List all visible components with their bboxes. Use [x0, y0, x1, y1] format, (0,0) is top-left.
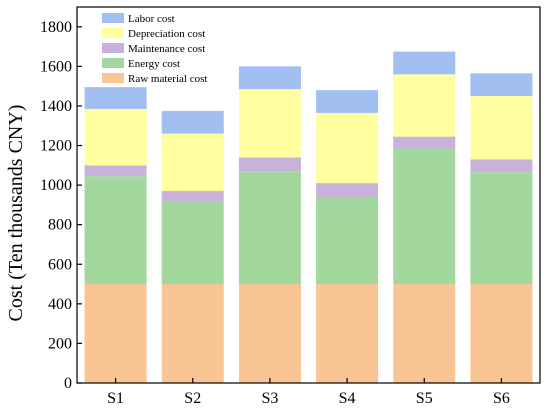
y-tick-label: 0 [64, 375, 72, 392]
bar-segment-s4-energy-cost [316, 196, 379, 285]
x-tick-label: S3 [261, 390, 278, 407]
legend-label: Energy cost [128, 58, 180, 70]
y-tick-label: 800 [48, 217, 72, 234]
y-tick-label: 200 [48, 335, 72, 352]
bar-segment-s5-depreciation-cost [393, 74, 456, 137]
bar-segment-s1-labor-cost [84, 87, 147, 109]
x-tick-label: S1 [107, 390, 124, 407]
y-tick-label: 1600 [40, 58, 72, 75]
legend-swatch-depreciation-cost [102, 28, 124, 38]
legend: Labor cost Depreciation cost Maintenance c… [102, 13, 207, 85]
y-tick-label: 1400 [40, 98, 72, 115]
bar-segment-s6-depreciation-cost [470, 96, 533, 160]
y-tick-label: 1000 [40, 177, 72, 194]
bar-segment-s6-raw-material-cost [470, 284, 533, 383]
bar-segment-s6-labor-cost [470, 73, 533, 97]
bar-segment-s2-maintenance-cost [161, 191, 224, 202]
x-tick-label: S5 [416, 390, 433, 407]
y-tick-label: 400 [48, 296, 72, 313]
y-tick-label: 1200 [40, 138, 72, 155]
legend-swatch-maintenance-cost [102, 43, 124, 53]
bar-segment-s3-raw-material-cost [238, 284, 301, 383]
x-tick-label: S2 [184, 390, 201, 407]
bar-segment-s6-maintenance-cost [470, 159, 533, 173]
bar-segment-s3-depreciation-cost [238, 89, 301, 158]
bar-segment-s1-depreciation-cost [84, 108, 147, 166]
x-tick-label: S6 [493, 390, 510, 407]
bar-segment-s5-raw-material-cost [393, 284, 456, 383]
bar-segment-s2-raw-material-cost [161, 284, 224, 383]
bar-segment-s6-energy-cost [470, 172, 533, 285]
legend-label: Labor cost [128, 13, 175, 25]
bar-segment-s2-depreciation-cost [161, 133, 224, 192]
bar-segment-s4-depreciation-cost [316, 112, 379, 184]
legend-swatch-raw-material-cost [102, 73, 124, 83]
bar-segment-s1-energy-cost [84, 176, 147, 285]
bar-segment-s1-maintenance-cost [84, 165, 147, 177]
legend-label: Raw material cost [128, 73, 207, 85]
bar-segment-s2-labor-cost [161, 110, 224, 134]
plot-frame [76, 6, 541, 384]
bar-segment-s5-labor-cost [393, 51, 456, 75]
bar-segment-s1-raw-material-cost [84, 284, 147, 383]
legend-label: Maintenance cost [128, 43, 205, 55]
x-tick-label: S4 [339, 390, 356, 407]
bar-segment-s3-energy-cost [238, 171, 301, 285]
bar-segment-s4-maintenance-cost [316, 183, 379, 197]
legend-swatch-energy-cost [102, 58, 124, 68]
legend-swatch-labor-cost [102, 13, 124, 23]
bars-layer [84, 51, 533, 383]
bar-segment-s2-energy-cost [161, 201, 224, 285]
bar-segment-s4-labor-cost [316, 90, 379, 113]
legend-label: Depreciation cost [128, 28, 205, 40]
bar-segment-s3-maintenance-cost [238, 157, 301, 172]
bar-segment-s5-energy-cost [393, 148, 456, 285]
bar-segment-s5-maintenance-cost [393, 136, 456, 149]
y-tick-label: 1800 [40, 19, 72, 36]
axes-layer: 0 200 400 600 800 1000 1200 1400 1600 1800 S1 S2 S3 S… [40, 6, 541, 407]
bar-segment-s4-raw-material-cost [316, 284, 379, 383]
bar-segment-s3-labor-cost [238, 66, 301, 90]
y-tick-label: 600 [48, 256, 72, 273]
y-axis-title: Cost (Ten thousands CNY) [5, 105, 27, 322]
